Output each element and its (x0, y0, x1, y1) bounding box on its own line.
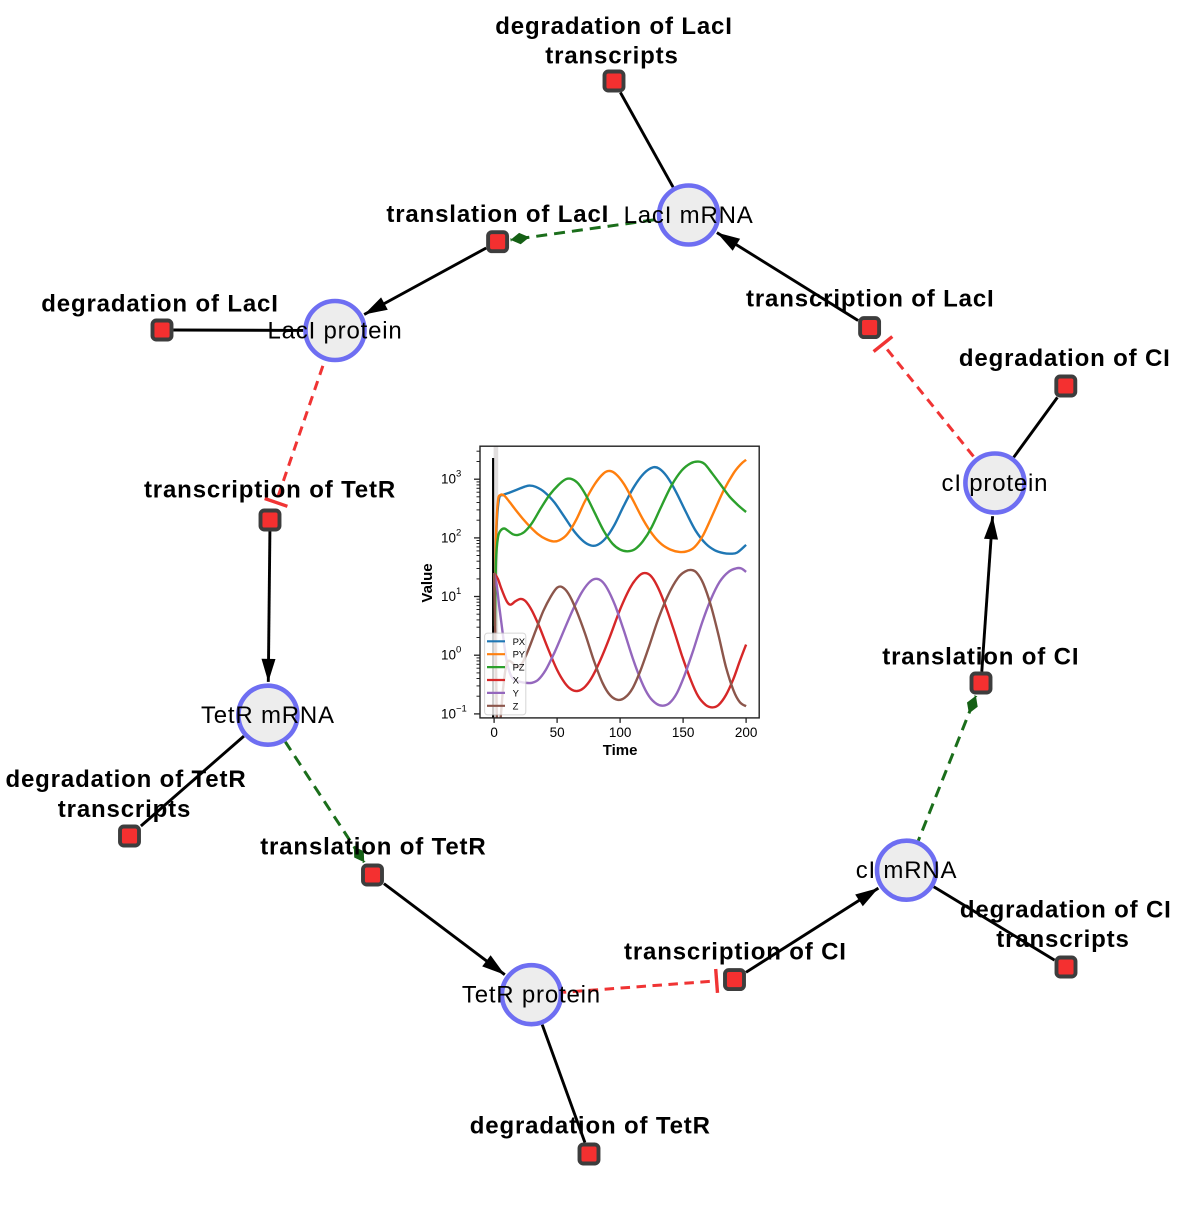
svg-text:transcripts: transcripts (58, 796, 191, 823)
svg-text:10: 10 (441, 472, 456, 487)
svg-text:2: 2 (456, 527, 461, 538)
svg-text:transcripts: transcripts (996, 926, 1129, 953)
svg-text:TetR protein: TetR protein (462, 982, 601, 1009)
svg-text:translation of TetR: translation of TetR (260, 834, 486, 861)
svg-text:0: 0 (490, 725, 498, 740)
svg-text:degradation of CI: degradation of CI (960, 897, 1172, 924)
svg-text:−1: −1 (456, 703, 467, 714)
svg-text:translation of LacI: translation of LacI (386, 201, 609, 228)
svg-text:0: 0 (456, 645, 461, 656)
svg-text:Y: Y (513, 688, 520, 699)
svg-text:translation of CI: translation of CI (882, 644, 1079, 671)
svg-text:transcription of CI: transcription of CI (624, 939, 847, 966)
svg-text:LacI protein: LacI protein (267, 318, 402, 345)
svg-text:200: 200 (735, 725, 758, 740)
svg-text:PY: PY (513, 650, 526, 661)
svg-text:10: 10 (441, 530, 456, 545)
svg-text:10: 10 (441, 706, 456, 721)
svg-text:degradation of LacI: degradation of LacI (41, 291, 279, 318)
svg-text:10: 10 (441, 648, 456, 663)
svg-text:X: X (513, 676, 520, 687)
svg-text:transcription of LacI: transcription of LacI (746, 286, 995, 313)
svg-text:TetR mRNA: TetR mRNA (201, 702, 335, 729)
svg-text:50: 50 (550, 725, 565, 740)
svg-text:transcription of TetR: transcription of TetR (144, 477, 396, 504)
svg-text:PX: PX (513, 637, 526, 648)
svg-text:PZ: PZ (513, 663, 525, 674)
svg-text:Z: Z (513, 701, 519, 712)
svg-text:degradation of TetR: degradation of TetR (5, 766, 246, 793)
svg-text:cI protein: cI protein (942, 470, 1049, 497)
svg-text:degradation of TetR: degradation of TetR (470, 1113, 711, 1140)
svg-text:degradation of LacI: degradation of LacI (495, 13, 733, 40)
svg-text:100: 100 (609, 725, 632, 740)
svg-text:transcripts: transcripts (545, 43, 678, 70)
svg-text:10: 10 (441, 589, 456, 604)
svg-text:150: 150 (672, 725, 695, 740)
svg-text:cI mRNA: cI mRNA (856, 857, 958, 884)
svg-text:1: 1 (456, 586, 461, 597)
svg-text:degradation of CI: degradation of CI (959, 345, 1171, 372)
svg-text:3: 3 (456, 469, 461, 480)
svg-text:Value: Value (419, 563, 436, 602)
svg-text:LacI mRNA: LacI mRNA (624, 202, 754, 229)
svg-text:Time: Time (603, 742, 638, 759)
